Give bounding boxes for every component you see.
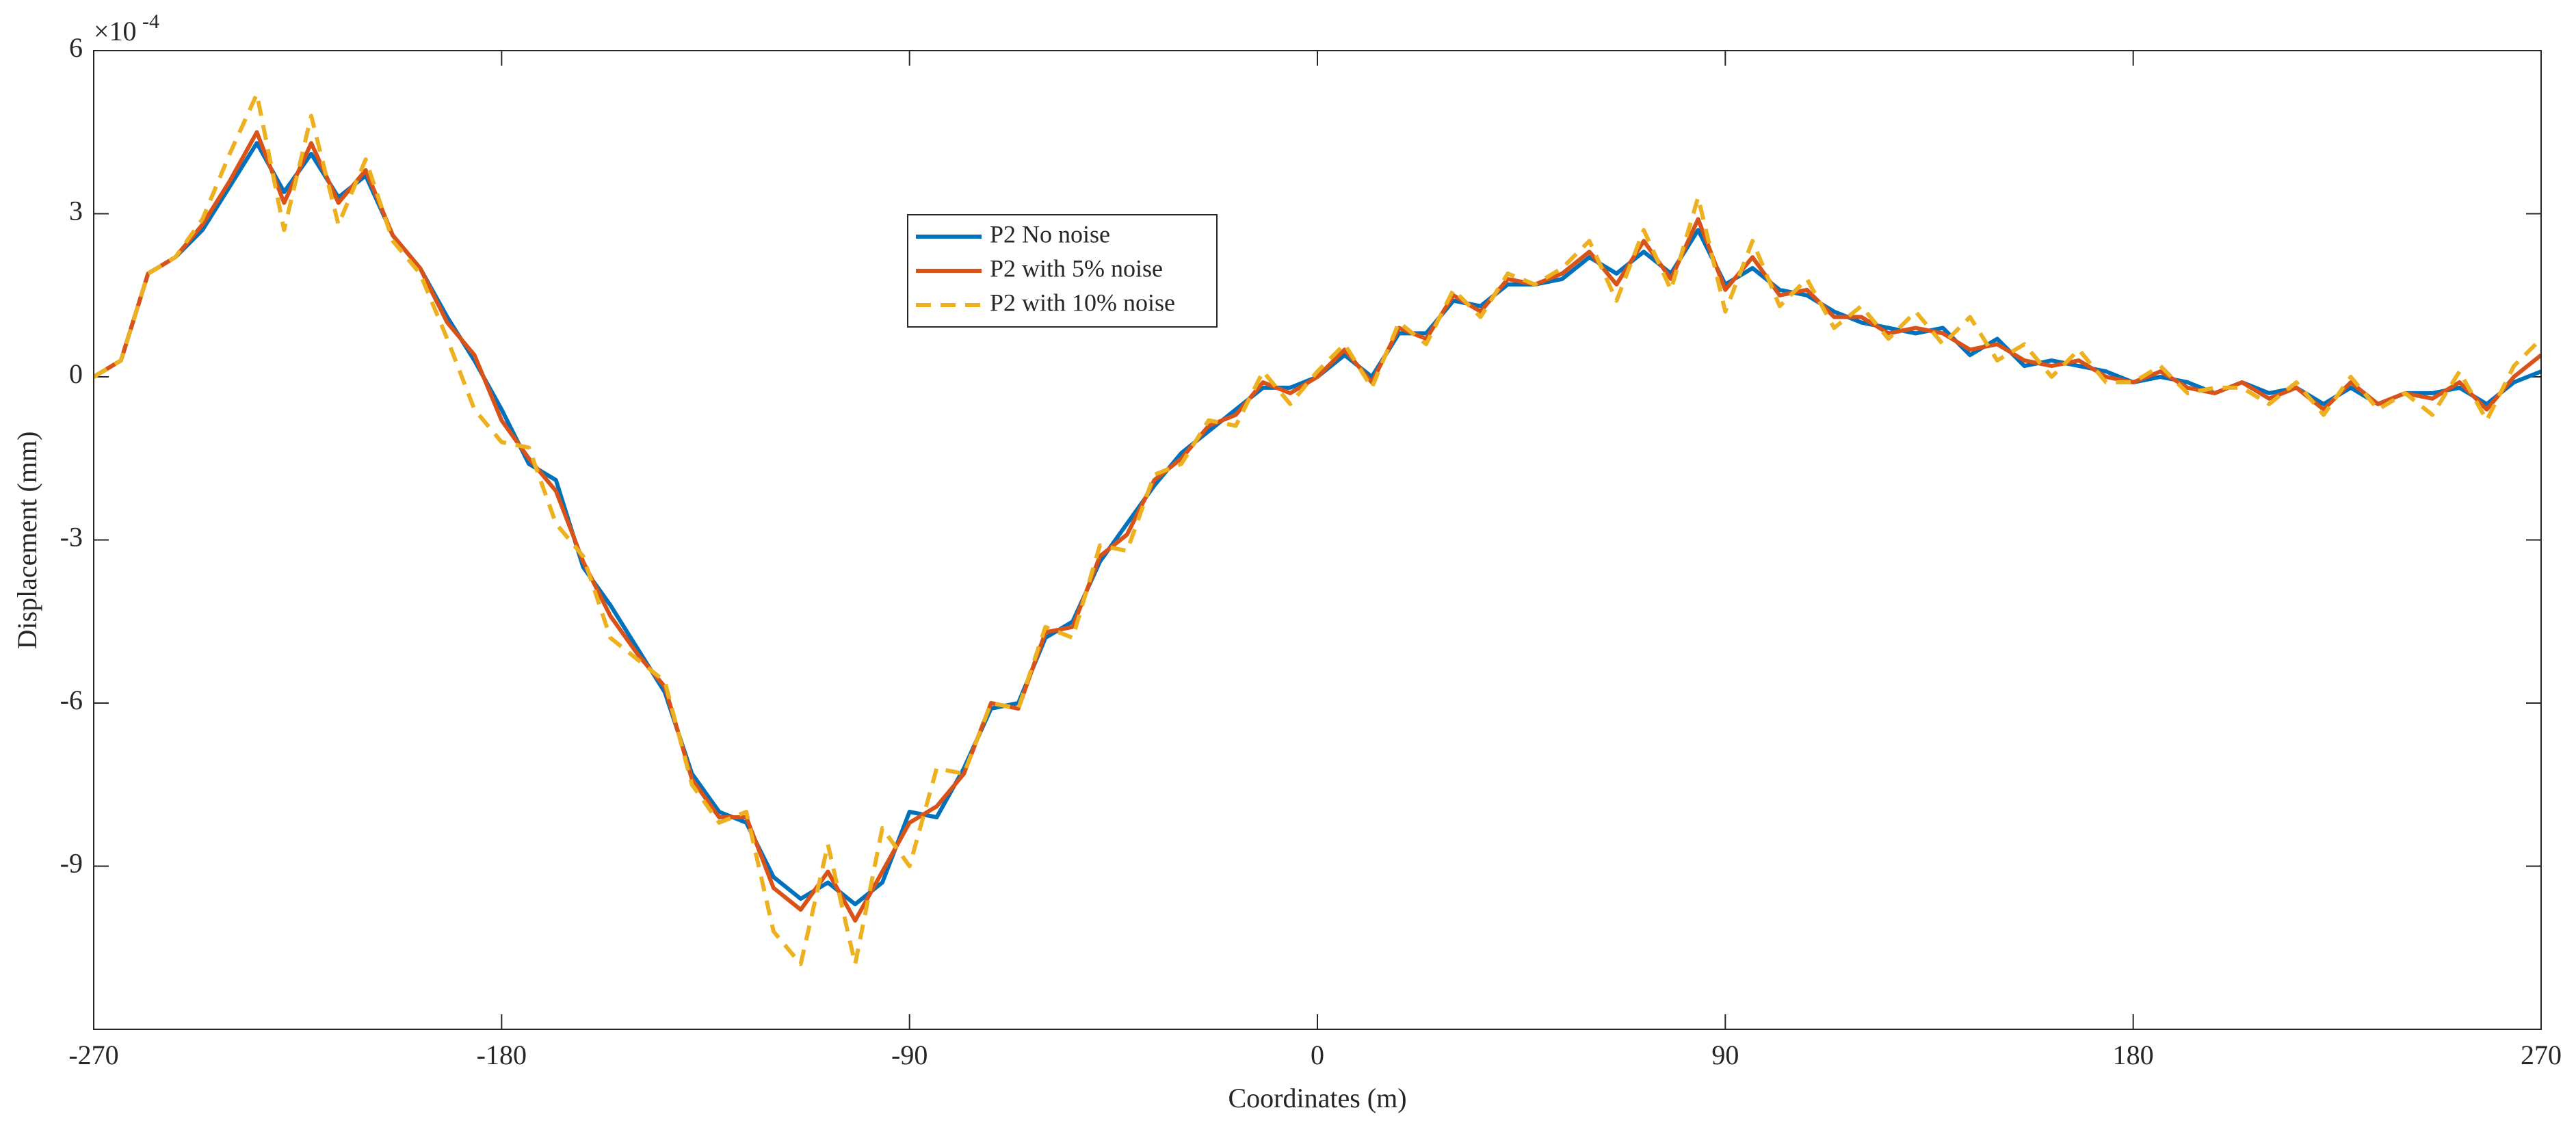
x-tick-label: -270 (68, 1040, 118, 1070)
x-tick-label: -180 (477, 1040, 527, 1070)
y-tick-label: 3 (69, 196, 83, 226)
y-axis-label: Displacement (mm) (12, 432, 42, 650)
legend-label: P2 with 10% noise (990, 289, 1175, 316)
y-tick-label: -9 (60, 848, 83, 879)
x-tick-label: 90 (1711, 1040, 1739, 1070)
x-tick-label: 0 (1311, 1040, 1324, 1070)
plot-frame (93, 50, 2542, 1030)
y-multiplier-exponent: -4 (142, 10, 159, 33)
series-line (94, 92, 2541, 966)
x-axis-label: Coordinates (m) (1228, 1083, 1406, 1113)
series-line (94, 130, 2541, 923)
y-tick-label: -6 (60, 685, 83, 715)
y-tick-label: -3 (60, 522, 83, 553)
legend-label: P2 with 5% noise (990, 254, 1163, 282)
y-multiplier: ×10 (94, 16, 137, 47)
legend-label: P2 No noise (990, 220, 1110, 248)
x-tick-label: -90 (891, 1040, 928, 1070)
x-tick-label: 270 (2521, 1040, 2562, 1070)
x-tick-label: 180 (2113, 1040, 2154, 1070)
y-tick-label: 0 (69, 358, 83, 389)
y-tick-label: 6 (69, 32, 83, 63)
